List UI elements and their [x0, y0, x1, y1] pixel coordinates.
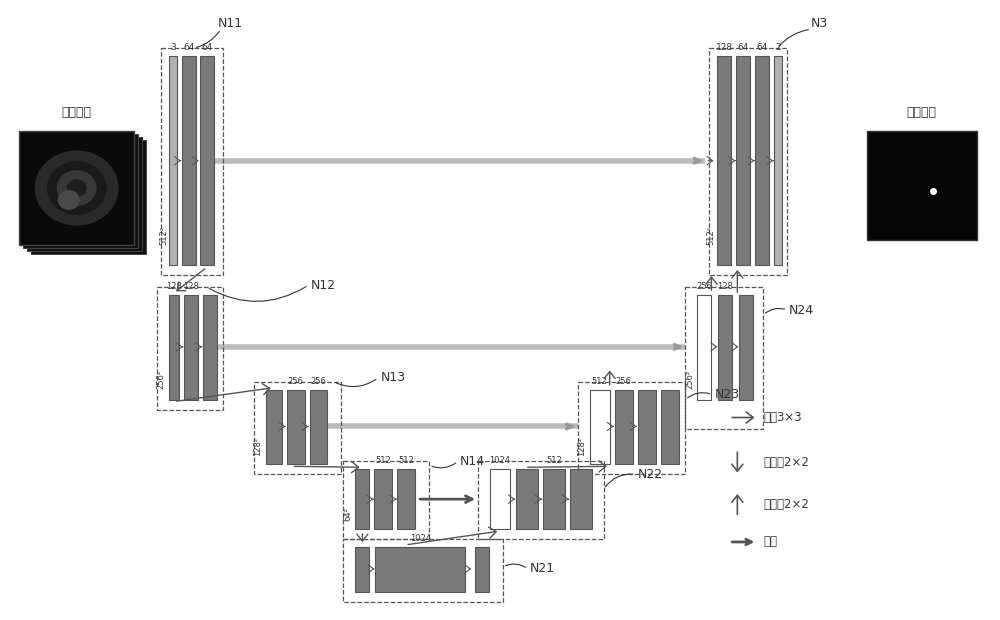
Text: 256: 256: [616, 377, 632, 386]
Text: 1024: 1024: [490, 456, 511, 465]
Text: 256: 256: [696, 282, 712, 291]
Text: N13: N13: [380, 371, 405, 384]
Bar: [570, 469, 592, 529]
Text: 128: 128: [717, 282, 733, 291]
Bar: [169, 56, 177, 265]
Bar: [697, 295, 711, 400]
Bar: [739, 295, 753, 400]
Text: 128: 128: [166, 282, 182, 291]
Ellipse shape: [67, 179, 87, 197]
Bar: [161, 48, 223, 275]
Ellipse shape: [57, 170, 97, 206]
Text: 64: 64: [183, 43, 195, 52]
Bar: [184, 295, 198, 400]
Text: 512: 512: [375, 456, 391, 465]
Text: 128: 128: [716, 43, 733, 52]
Text: 128: 128: [183, 282, 199, 291]
Bar: [867, 131, 977, 241]
Bar: [182, 56, 196, 265]
Bar: [203, 295, 217, 400]
Bar: [709, 48, 787, 275]
Bar: [355, 547, 369, 591]
Bar: [478, 461, 604, 539]
Bar: [685, 287, 763, 430]
Text: 64: 64: [201, 43, 213, 52]
Text: N24: N24: [789, 304, 814, 316]
Bar: [27, 137, 142, 251]
Text: 512: 512: [546, 456, 562, 465]
Text: 256: 256: [311, 377, 326, 386]
Bar: [23, 134, 138, 248]
Bar: [287, 389, 305, 464]
Bar: [543, 469, 565, 529]
Text: N21: N21: [530, 562, 555, 575]
Ellipse shape: [47, 161, 107, 215]
Bar: [590, 389, 610, 464]
Text: 512²: 512²: [706, 226, 715, 245]
Text: N14: N14: [460, 455, 485, 468]
Bar: [169, 295, 179, 400]
Bar: [490, 469, 510, 529]
Bar: [375, 547, 465, 591]
Bar: [475, 547, 489, 591]
Bar: [661, 389, 679, 464]
Text: 256²: 256²: [685, 370, 694, 389]
Text: 卷积3×3: 卷积3×3: [763, 411, 802, 424]
Text: 串联: 串联: [763, 536, 777, 549]
Text: 64²: 64²: [343, 507, 352, 521]
Ellipse shape: [58, 190, 80, 210]
Text: 256²: 256²: [156, 370, 165, 389]
Bar: [31, 140, 146, 254]
Text: 512²: 512²: [159, 226, 168, 245]
Bar: [774, 56, 782, 265]
Text: N22: N22: [638, 467, 663, 481]
Bar: [516, 469, 538, 529]
Bar: [343, 539, 503, 601]
Bar: [200, 56, 214, 265]
Text: 下采样2×2: 下采样2×2: [763, 456, 809, 469]
Bar: [19, 131, 134, 246]
Bar: [157, 287, 223, 410]
Text: N23: N23: [714, 388, 740, 401]
Text: 64: 64: [757, 43, 768, 52]
Bar: [374, 469, 392, 529]
Bar: [578, 382, 685, 474]
Text: 输出图像: 输出图像: [907, 106, 937, 119]
Bar: [355, 469, 369, 529]
Text: 上采样2×2: 上采样2×2: [763, 498, 809, 511]
Ellipse shape: [35, 151, 119, 226]
Bar: [717, 56, 731, 265]
Bar: [638, 389, 656, 464]
Bar: [310, 389, 327, 464]
Bar: [736, 56, 750, 265]
Text: N11: N11: [218, 17, 243, 30]
Bar: [397, 469, 415, 529]
Text: 128²: 128²: [577, 437, 586, 456]
Text: 2: 2: [775, 43, 781, 52]
Bar: [755, 56, 769, 265]
Bar: [718, 295, 732, 400]
Text: 128²: 128²: [253, 437, 262, 456]
Text: 输入图像: 输入图像: [62, 106, 92, 119]
Bar: [266, 389, 282, 464]
Bar: [343, 461, 429, 539]
Text: 512: 512: [398, 456, 414, 465]
Bar: [254, 382, 341, 474]
Bar: [615, 389, 633, 464]
Text: N12: N12: [311, 278, 336, 291]
Text: 256: 256: [288, 377, 304, 386]
Text: 512: 512: [592, 377, 608, 386]
Text: 64: 64: [738, 43, 749, 52]
Text: 1024: 1024: [410, 534, 431, 543]
Text: N3: N3: [810, 17, 828, 30]
Text: 3: 3: [170, 43, 176, 52]
